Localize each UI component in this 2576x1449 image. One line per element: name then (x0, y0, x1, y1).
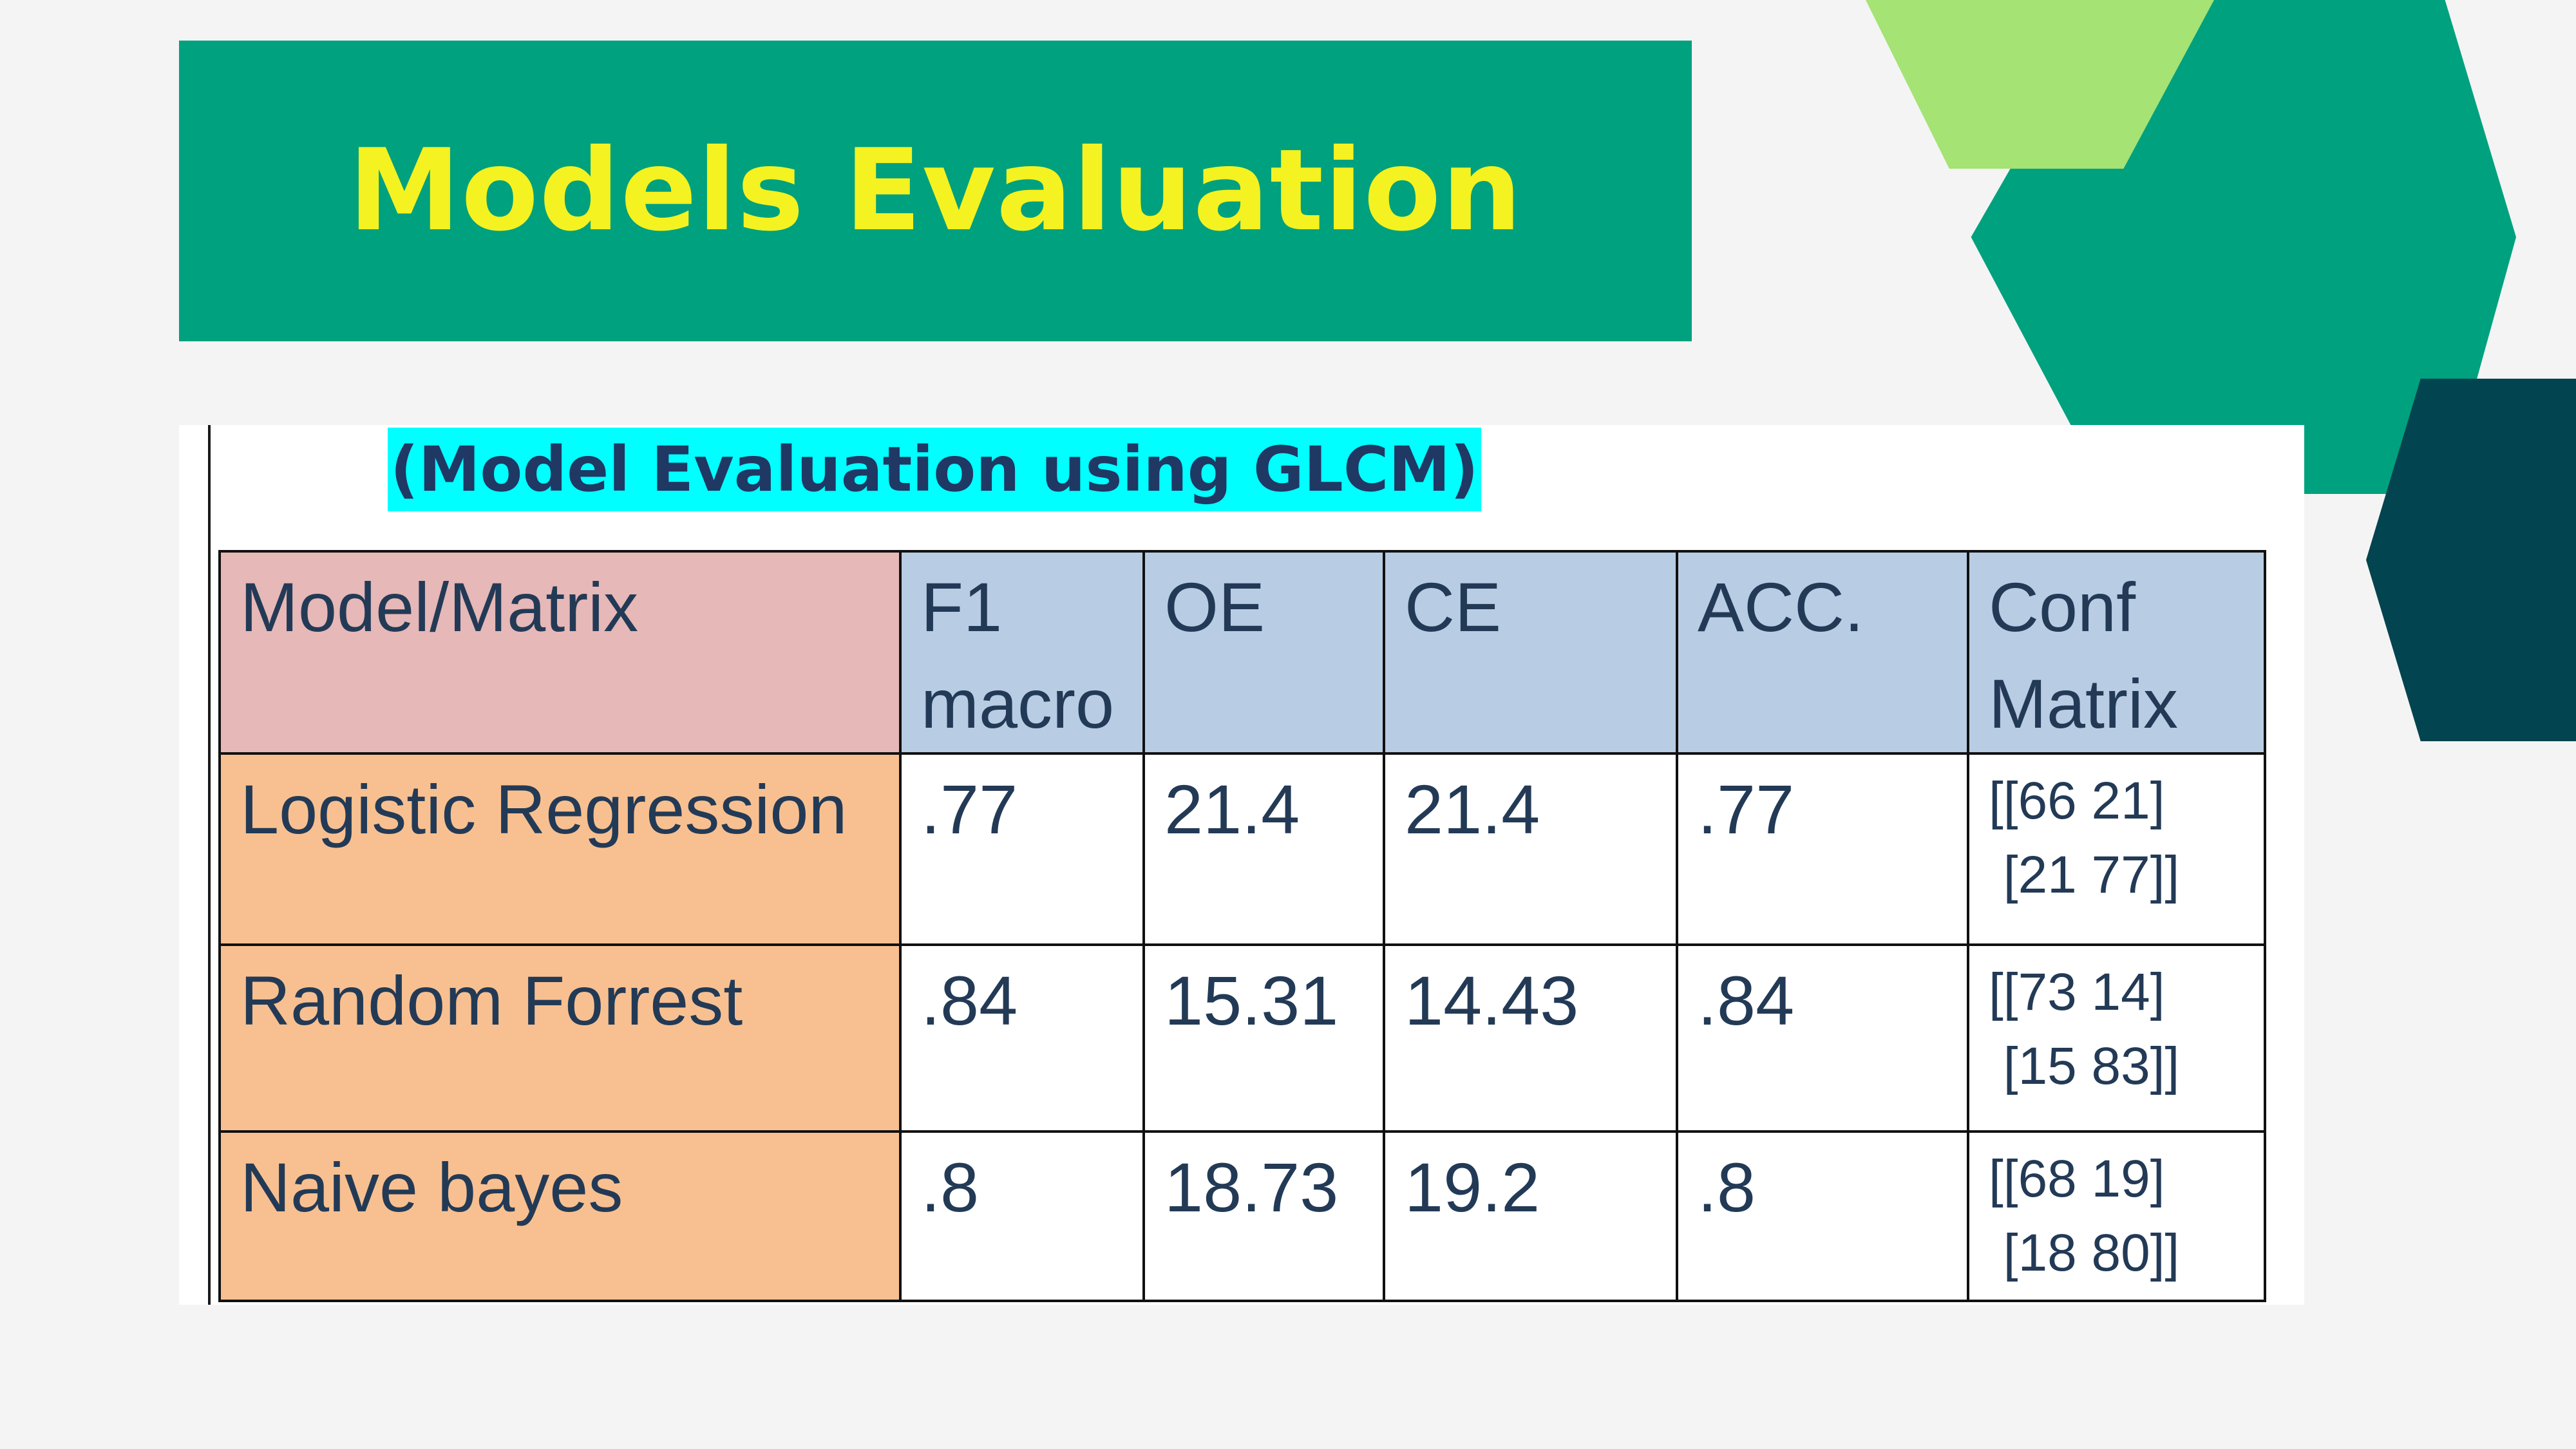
header-conf: Conf Matrix (1967, 550, 2266, 755)
cell-model: Random Forrest (218, 943, 902, 1133)
header-acc: ACC. (1676, 550, 1969, 755)
cell-conf-matrix: [[66 21] [21 77]] (1967, 752, 2266, 946)
cell-model: Logistic Regression (218, 752, 902, 946)
table-row: Random Forrest .84 15.31 14.43 .84 [[73 … (218, 943, 2266, 1133)
table-row: Naive bayes .8 18.73 19.2 .8 [[68 19] [1… (218, 1130, 2266, 1302)
cell-oe: 18.73 (1142, 1130, 1385, 1302)
header-model: Model/Matrix (218, 550, 902, 755)
title-banner: Models Evaluation (179, 41, 1692, 341)
cell-model: Naive bayes (218, 1130, 902, 1302)
cell-ce: 19.2 (1383, 1130, 1678, 1302)
cell-oe: 15.31 (1142, 943, 1385, 1133)
cell-acc: .84 (1676, 943, 1969, 1133)
table-caption: (Model Evaluation using GLCM) (388, 428, 1481, 511)
table-row: Logistic Regression .77 21.4 21.4 .77 [[… (218, 752, 2266, 946)
cell-ce: 14.43 (1383, 943, 1678, 1133)
cell-oe: 21.4 (1142, 752, 1385, 946)
header-oe: OE (1142, 550, 1385, 755)
header-f1: F1 macro (899, 550, 1145, 755)
slide-title: Models Evaluation (348, 126, 1523, 256)
cell-conf-matrix: [[73 14] [15 83]] (1967, 943, 2266, 1133)
document-left-rule (208, 425, 211, 1305)
cell-acc: .77 (1676, 752, 1969, 946)
cell-f1: .77 (899, 752, 1145, 946)
cell-conf-matrix: [[68 19] [18 80]] (1967, 1130, 2266, 1302)
evaluation-table: Model/Matrix F1 macro OE CE ACC. Conf Ma… (218, 550, 2266, 1302)
cell-f1: .84 (899, 943, 1145, 1133)
cell-f1: .8 (899, 1130, 1145, 1302)
header-ce: CE (1383, 550, 1678, 755)
cell-acc: .8 (1676, 1130, 1969, 1302)
table-header-row: Model/Matrix F1 macro OE CE ACC. Conf Ma… (218, 550, 2266, 755)
cell-ce: 21.4 (1383, 752, 1678, 946)
